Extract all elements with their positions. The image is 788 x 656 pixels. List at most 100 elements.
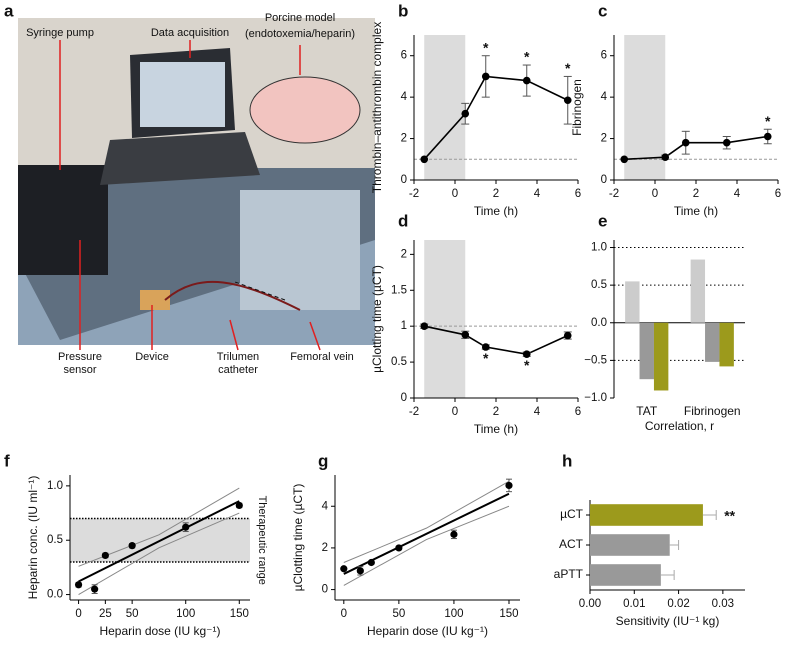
x-axis-label: Sensitivity (IU⁻¹ kg) bbox=[616, 614, 720, 628]
y-axis-label: µClotting time (µCT) bbox=[370, 265, 384, 373]
y-axis-label: µClotting time (µCT) bbox=[291, 484, 305, 592]
shaded-period bbox=[424, 240, 466, 398]
panel-letter: g bbox=[318, 451, 328, 470]
range-label: Therapeutic range bbox=[256, 496, 268, 585]
x-tick-label: 0.00 bbox=[579, 598, 601, 610]
bar bbox=[590, 504, 703, 526]
data-point bbox=[481, 72, 490, 81]
panel-letter: b bbox=[398, 1, 408, 20]
x-tick-label: 0.01 bbox=[623, 598, 645, 610]
bar bbox=[590, 534, 670, 556]
y-tick-label: µCT bbox=[560, 507, 584, 521]
significance-mark: * bbox=[483, 350, 489, 366]
y-axis-label: Fibrinogen bbox=[570, 79, 584, 136]
x-tick-label: 2 bbox=[693, 188, 699, 200]
panel-letter: e bbox=[598, 211, 607, 230]
flow-arrow bbox=[234, 281, 286, 301]
data-point bbox=[395, 544, 403, 552]
y-tick-label: aPTT bbox=[554, 567, 584, 581]
confidence-band bbox=[78, 512, 240, 595]
significance-mark: ** bbox=[724, 508, 735, 524]
error-bar bbox=[669, 540, 680, 550]
x-tick-label: 4 bbox=[534, 188, 541, 200]
significance-mark: * bbox=[765, 113, 771, 129]
data-point bbox=[91, 585, 99, 593]
y-tick-label: 0.5 bbox=[47, 534, 63, 546]
y-tick-label: 1.5 bbox=[391, 284, 407, 296]
y-tick-label: ACT bbox=[559, 537, 584, 551]
x-tick-label: 100 bbox=[176, 608, 195, 620]
syringe-pump bbox=[18, 165, 108, 275]
data-point bbox=[563, 331, 572, 340]
y-tick-label: 2 bbox=[322, 542, 328, 554]
data-point bbox=[763, 132, 772, 141]
x-tick-label: Fibrinogen bbox=[684, 404, 741, 418]
x-tick-label: -2 bbox=[609, 188, 619, 200]
photo-label: Trilumen bbox=[217, 351, 259, 363]
drape bbox=[18, 240, 375, 345]
photo-label: Device bbox=[135, 351, 169, 363]
x-tick-label: TAT bbox=[636, 404, 658, 418]
photo-label: Porcine model bbox=[265, 12, 335, 24]
photo-label: (endotoxemia/heparin) bbox=[245, 28, 355, 40]
y-tick-label: 1 bbox=[401, 320, 407, 332]
y-tick-label: 1.0 bbox=[591, 242, 607, 254]
bar bbox=[705, 322, 720, 362]
x-tick-label: 2 bbox=[493, 406, 499, 418]
shaded-period bbox=[424, 35, 466, 180]
x-axis-label: Heparin dose (IU kg⁻¹) bbox=[99, 624, 220, 638]
y-tick-label: 0.5 bbox=[391, 356, 407, 368]
y-tick-label: −1.0 bbox=[584, 392, 607, 404]
data-point bbox=[563, 96, 572, 105]
x-tick-label: 0 bbox=[341, 608, 347, 620]
y-tick-label: −0.5 bbox=[584, 354, 607, 366]
y-tick-label: 0 bbox=[401, 392, 407, 404]
photo-label: Pressure bbox=[58, 351, 102, 363]
data-point bbox=[620, 155, 629, 164]
y-tick-label: 6 bbox=[401, 50, 407, 62]
y-tick-label: 4 bbox=[322, 500, 329, 512]
x-tick-label: 50 bbox=[392, 608, 405, 620]
pig-drawing bbox=[249, 76, 361, 144]
x-axis-label: Time (h) bbox=[674, 204, 718, 218]
data-point bbox=[367, 558, 375, 567]
x-tick-label: 6 bbox=[575, 188, 581, 200]
data-point bbox=[481, 343, 490, 351]
y-tick-label: 2 bbox=[401, 133, 407, 145]
y-tick-label: 0.0 bbox=[47, 589, 63, 601]
photo bbox=[18, 18, 375, 351]
data-point bbox=[661, 153, 670, 162]
significance-mark: * bbox=[565, 60, 571, 76]
data-point bbox=[461, 109, 470, 118]
x-axis-label: Heparin dose (IU kg⁻¹) bbox=[367, 624, 488, 638]
x-axis-label: Correlation, r bbox=[645, 419, 714, 433]
bar bbox=[653, 322, 669, 391]
x-tick-label: 100 bbox=[444, 608, 463, 620]
data-point bbox=[420, 322, 429, 330]
panel-letter: f bbox=[4, 451, 10, 470]
bar bbox=[590, 564, 661, 586]
data-point bbox=[461, 331, 470, 339]
y-tick-label: 0 bbox=[601, 174, 607, 186]
y-tick-label: 4 bbox=[401, 91, 408, 103]
fit-line bbox=[78, 500, 240, 583]
bar bbox=[690, 259, 706, 323]
x-tick-label: 150 bbox=[499, 608, 518, 620]
x-tick-label: 0 bbox=[452, 188, 458, 200]
y-tick-label: 6 bbox=[601, 50, 607, 62]
x-tick-label: 0.03 bbox=[712, 598, 734, 610]
data-point bbox=[101, 551, 109, 560]
y-axis-label: Heparin conc. (IU ml⁻¹) bbox=[26, 476, 40, 600]
x-tick-label: 0 bbox=[75, 608, 81, 620]
data-point bbox=[356, 567, 364, 575]
data-point bbox=[235, 501, 243, 510]
data-point bbox=[74, 581, 83, 589]
panel-letter: a bbox=[4, 1, 14, 20]
x-tick-label: 0.02 bbox=[667, 598, 689, 610]
x-axis-label: Time (h) bbox=[474, 422, 518, 436]
panel-letter: d bbox=[398, 211, 408, 230]
significance-mark: * bbox=[524, 49, 530, 65]
x-tick-label: 0 bbox=[452, 406, 458, 418]
panel-letter: c bbox=[598, 1, 607, 20]
